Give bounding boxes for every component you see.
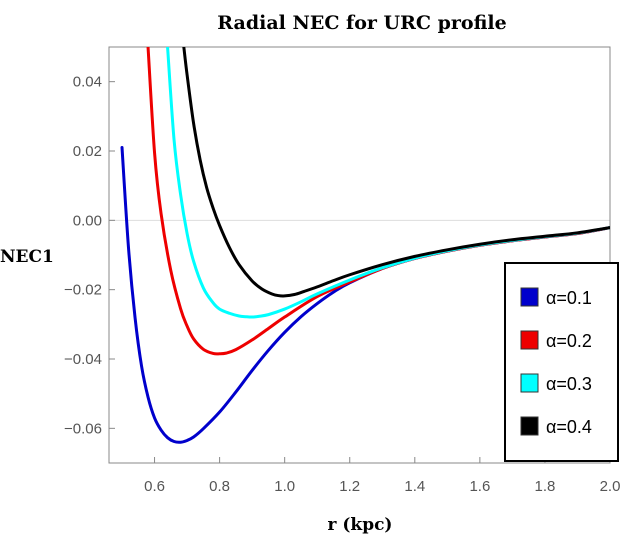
y-tick-label: 0.04 bbox=[73, 74, 102, 91]
legend: α=0.1 α=0.2 α=0.3 α=0.4 bbox=[504, 262, 619, 462]
plot-frame bbox=[108, 46, 611, 464]
x-axis-label: r (kpc) bbox=[328, 515, 393, 535]
legend-label-2: α=0.2 bbox=[546, 331, 592, 351]
y-tick-label: −0.06 bbox=[64, 420, 102, 437]
legend-label-4: α=0.4 bbox=[546, 417, 592, 437]
legend-items: α=0.1 α=0.2 α=0.3 α=0.4 bbox=[520, 287, 592, 437]
y-tick-label: −0.02 bbox=[64, 282, 102, 299]
y-tick-label: 0.00 bbox=[73, 212, 102, 229]
axis-ticks: 0.6 0.8 1.0 1.2 1.4 1.6 1.8 2.0 0.04 0.02 0.00 −0.0… bbox=[64, 74, 620, 495]
y-axis-label: NEC1 bbox=[0, 247, 54, 267]
chart-title: Radial NEC for URC profile bbox=[217, 12, 506, 34]
legend-label-3: α=0.3 bbox=[546, 374, 592, 394]
x-tick-label: 1.0 bbox=[274, 478, 295, 495]
x-tick-label: 1.8 bbox=[535, 478, 556, 495]
legend-label-1: α=0.1 bbox=[546, 288, 592, 308]
x-tick-label: 1.6 bbox=[469, 478, 490, 495]
series-lines bbox=[120, 47, 610, 444]
y-tick-label: −0.04 bbox=[64, 351, 102, 368]
series-line-4 bbox=[182, 47, 610, 298]
x-tick-label: 0.6 bbox=[144, 478, 165, 495]
x-tick-label: 0.8 bbox=[209, 478, 230, 495]
y-tick-label: 0.02 bbox=[73, 143, 102, 160]
legend-swatch-1 bbox=[520, 287, 539, 307]
x-tick-label: 2.0 bbox=[600, 478, 621, 495]
x-tick-label: 1.4 bbox=[404, 478, 425, 495]
legend-swatch-3 bbox=[520, 373, 539, 393]
legend-swatch-4 bbox=[520, 416, 539, 436]
x-tick-label: 1.2 bbox=[339, 478, 360, 495]
legend-swatch-2 bbox=[520, 330, 539, 350]
